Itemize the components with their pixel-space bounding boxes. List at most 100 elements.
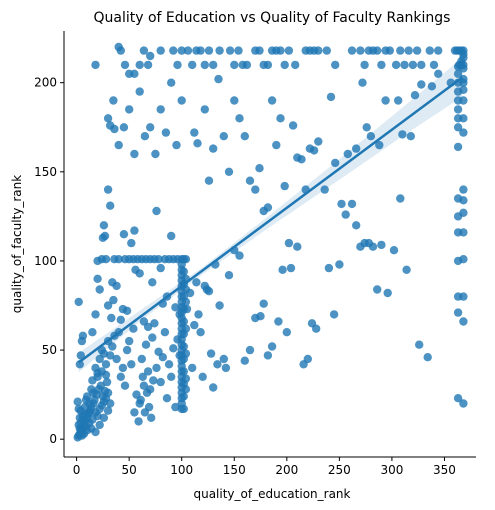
data-point (347, 46, 357, 55)
data-point (143, 322, 153, 332)
data-point (404, 46, 413, 55)
data-point (99, 413, 109, 422)
data-point (410, 91, 420, 100)
data-point (412, 46, 422, 55)
data-point (459, 317, 468, 326)
data-point (377, 240, 386, 250)
data-point (291, 60, 300, 70)
data-point (118, 363, 128, 373)
data-point (99, 221, 109, 230)
data-point (331, 60, 340, 70)
data-point (151, 149, 160, 159)
data-point (276, 46, 285, 55)
data-point (144, 402, 154, 412)
data-point (347, 199, 357, 209)
data-point (147, 413, 156, 422)
data-point (400, 60, 409, 70)
data-point (143, 60, 153, 70)
confidence-band-area (78, 57, 463, 373)
data-point (235, 114, 244, 123)
data-point (198, 372, 207, 381)
data-point (196, 46, 205, 55)
data-point (156, 46, 165, 55)
data-point (240, 356, 249, 365)
data-point (182, 304, 192, 314)
data-point (453, 394, 463, 403)
y-tick-label: 50 (42, 343, 57, 357)
data-point (322, 46, 331, 55)
data-point (255, 46, 264, 55)
data-point (459, 128, 468, 137)
data-point (179, 392, 188, 401)
data-point (116, 315, 126, 324)
data-point (167, 372, 176, 381)
x-tick-label: 200 (275, 463, 298, 477)
confidence-band (78, 57, 463, 373)
data-point (171, 303, 180, 312)
data-point (417, 80, 426, 89)
data-point (169, 344, 178, 353)
data-point (255, 164, 264, 173)
data-point (112, 281, 121, 291)
data-point (130, 408, 139, 417)
data-point (167, 78, 176, 87)
data-point (119, 230, 129, 239)
data-point (196, 328, 205, 337)
data-point (293, 242, 302, 251)
data-point (143, 367, 153, 376)
data-point (95, 420, 104, 430)
data-point (417, 60, 426, 70)
data-point (150, 319, 159, 328)
data-point (280, 181, 289, 191)
data-point (148, 333, 157, 342)
data-point (429, 60, 439, 70)
data-point (284, 46, 294, 55)
data-point (343, 149, 352, 159)
data-point (91, 60, 100, 70)
data-point (396, 194, 405, 203)
data-point (110, 124, 119, 134)
data-point (453, 212, 463, 221)
data-point (130, 69, 139, 79)
x-tick-label: 250 (328, 463, 351, 477)
data-point (91, 310, 100, 319)
data-point (453, 228, 463, 237)
data-point (93, 411, 102, 421)
data-point (179, 267, 188, 276)
data-point (161, 128, 171, 137)
data-point (119, 123, 129, 132)
y-axis-label: quality_of_faculty_rank (10, 175, 24, 313)
data-point (177, 96, 186, 105)
data-point (179, 404, 188, 414)
x-tick-label: 50 (122, 463, 137, 477)
data-point (181, 374, 191, 383)
data-point (245, 345, 255, 355)
data-point (73, 397, 82, 406)
data-point (209, 144, 218, 153)
data-point (282, 328, 291, 337)
data-point (85, 408, 94, 417)
data-point (415, 340, 424, 349)
data-point (141, 340, 151, 349)
regression-line-path (77, 76, 464, 364)
data-point (160, 328, 170, 337)
data-point (213, 360, 222, 369)
data-point (109, 96, 118, 105)
data-point (169, 46, 178, 55)
data-point (329, 310, 339, 319)
data-point (215, 301, 224, 310)
data-point (156, 105, 165, 114)
data-point (320, 185, 329, 194)
data-point (103, 114, 113, 123)
data-point (206, 349, 216, 358)
data-point (324, 263, 334, 273)
data-point (171, 402, 180, 412)
data-point (152, 363, 161, 373)
data-point (230, 60, 239, 70)
data-point (179, 317, 188, 326)
data-point (152, 206, 161, 216)
data-point (453, 87, 463, 96)
data-point (192, 278, 201, 287)
data-point (120, 60, 130, 70)
y-axis-ticks: 0 50 100 150 200 (34, 76, 64, 446)
